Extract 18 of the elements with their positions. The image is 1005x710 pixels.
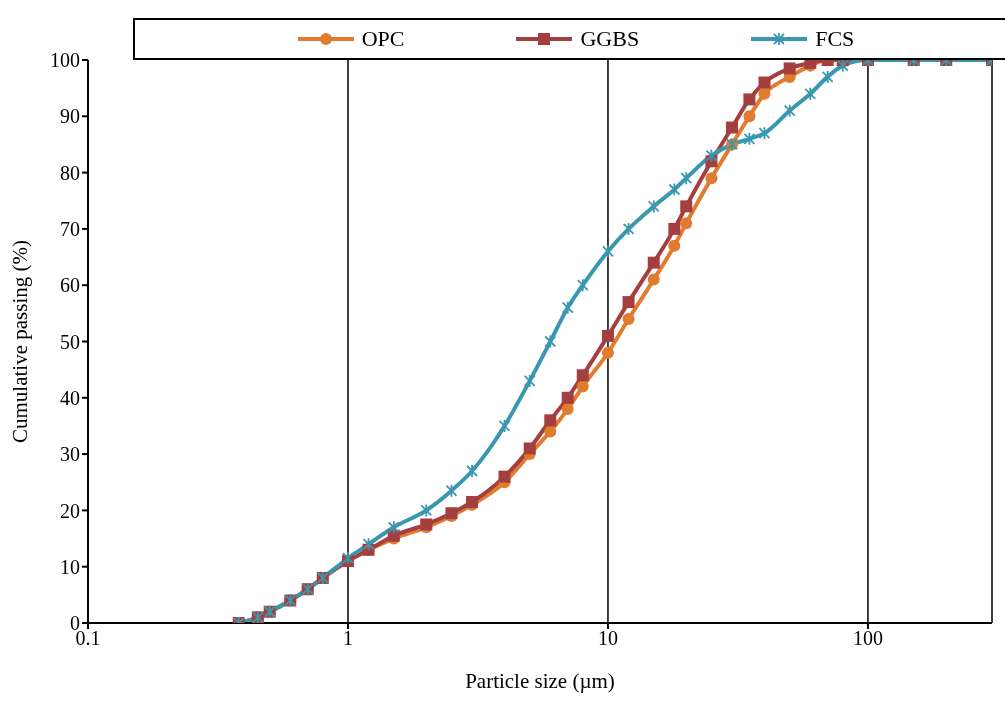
y-axis-title: Cumulative passing (%) (8, 240, 33, 443)
y-tick-label: 70 (60, 218, 80, 240)
y-tick-label: 90 (60, 105, 80, 128)
y-tick-label: 60 (60, 274, 80, 297)
x-tick-label: 1 (342, 627, 353, 650)
x-axis-title: Particle size (µm) (465, 669, 615, 693)
y-tick-label: 80 (60, 161, 80, 184)
y-tick-label: 30 (60, 443, 80, 466)
y-tick-label: 40 (60, 386, 80, 409)
x-tick-label: 100 (852, 627, 883, 650)
x-tick-label: 10 (597, 627, 618, 650)
y-tick-label: 50 (60, 330, 80, 353)
legend-label: OPC (361, 26, 405, 52)
y-tick-label: 100 (50, 49, 80, 72)
legend-label: FCS (815, 26, 855, 52)
y-tick-label: 10 (60, 555, 80, 578)
legend-label: GGBS (580, 26, 640, 52)
y-tick-label: 20 (60, 499, 80, 522)
